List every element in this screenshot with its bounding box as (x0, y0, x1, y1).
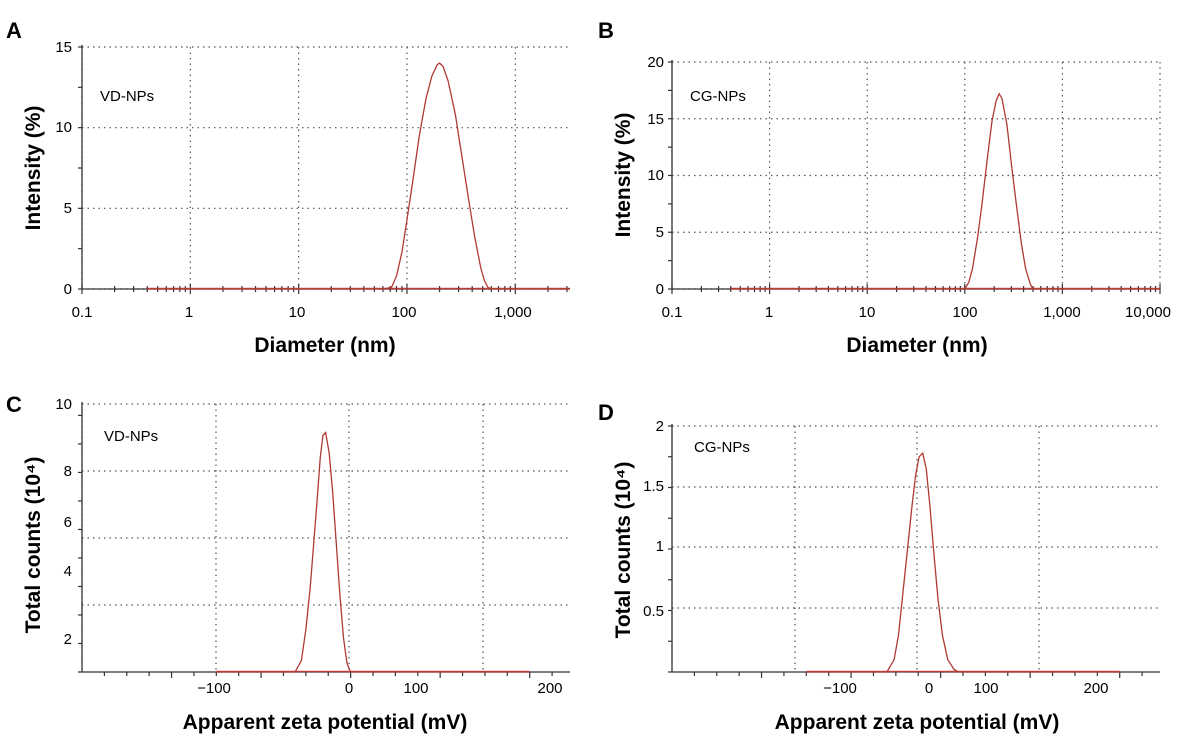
distribution-curve-d (806, 451, 1120, 673)
y-tick-label: 0.5 (643, 603, 664, 620)
x-tick-label: 1 (765, 304, 773, 321)
panel-label-a: A (6, 18, 22, 43)
plot-area-a (78, 45, 570, 294)
x-axis-title-b: Diameter (nm) (846, 334, 987, 357)
y-axis-title-c: Total counts (10⁴) (22, 457, 45, 634)
x-tick-label: 10 (859, 304, 876, 321)
y-tick-label: 10 (55, 119, 72, 136)
sample-label-b: CG-NPs (690, 88, 746, 105)
y-tick-label: 0 (64, 281, 72, 298)
y-tick-label: 0 (656, 281, 664, 298)
x-tick-label: 0.1 (662, 304, 683, 321)
x-tick-label: 1 (185, 304, 193, 321)
y-tick-label: 2 (64, 631, 72, 648)
y-tick-label: 8 (64, 463, 72, 480)
x-tick-label: 0 (345, 680, 353, 697)
panel-label-b: B (598, 18, 614, 43)
y-axis-title-b: Intensity (%) (612, 113, 635, 238)
distribution-curve-a (147, 62, 570, 290)
y-axis-title-d: Total counts (10⁴) (612, 462, 635, 639)
y-tick-labels-a: 0 5 10 15 (55, 39, 72, 298)
y-tick-label: 1.5 (643, 478, 664, 495)
x-tick-labels-c: −100 0 100 200 (197, 680, 562, 697)
panel-d: D CG-NPs Apparent zeta potential (mV) To… (598, 400, 1160, 734)
x-tick-label: −100 (823, 680, 857, 697)
y-tick-label: 5 (656, 224, 664, 241)
x-tick-label: 200 (1083, 680, 1108, 697)
distribution-curve-b (730, 92, 1160, 290)
y-tick-labels-d: 0.5 1 1.5 2 (643, 418, 664, 620)
y-tick-labels-b: 0 5 10 15 20 (647, 54, 664, 298)
x-axis-title-d: Apparent zeta potential (mV) (775, 711, 1060, 734)
y-tick-labels-c: 2 4 6 8 10 (55, 396, 72, 648)
x-tick-label: 10,000 (1125, 304, 1171, 321)
plot-area-c (78, 402, 570, 678)
y-tick-label: 1 (656, 538, 664, 555)
x-tick-label: 1,000 (494, 304, 532, 321)
x-tick-labels-d: −100 0 100 200 (823, 680, 1108, 697)
x-tick-label: 0.1 (72, 304, 93, 321)
y-axis-title-a: Intensity (%) (22, 106, 45, 231)
plot-area-d (668, 424, 1160, 678)
x-tick-label: −100 (197, 680, 231, 697)
panel-label-d: D (598, 400, 614, 425)
y-tick-label: 4 (64, 563, 72, 580)
y-tick-label: 2 (656, 418, 664, 435)
panel-c: C VD-NPs Apparent zeta potential (mV) To… (6, 392, 570, 734)
x-tick-label: 100 (391, 304, 416, 321)
x-tick-labels-a: 0.1 1 10 100 1,000 (72, 304, 532, 321)
y-tick-label: 10 (647, 167, 664, 184)
plot-area-b (668, 60, 1161, 294)
sample-label-c: VD-NPs (104, 428, 158, 445)
x-axis-title-a: Diameter (nm) (254, 334, 395, 357)
y-tick-label: 10 (55, 396, 72, 413)
y-tick-label: 6 (64, 514, 72, 531)
y-tick-label: 15 (55, 39, 72, 56)
panel-a: A VD-NPs Diameter (nm) Intensity (%) 0.1… (6, 18, 570, 357)
sample-label-d: CG-NPs (694, 439, 750, 456)
x-tick-label: 100 (973, 680, 998, 697)
y-tick-label: 15 (647, 111, 664, 128)
x-tick-label: 100 (403, 680, 428, 697)
x-tick-label: 0 (925, 680, 933, 697)
x-tick-label: 1,000 (1043, 304, 1081, 321)
x-axis-title-c: Apparent zeta potential (mV) (183, 711, 468, 734)
x-tick-label: 100 (952, 304, 977, 321)
panel-label-c: C (6, 392, 22, 417)
sample-label-a: VD-NPs (100, 88, 154, 105)
y-tick-label: 5 (64, 200, 72, 217)
x-tick-label: 200 (537, 680, 562, 697)
y-tick-label: 20 (647, 54, 664, 71)
distribution-curve-c (216, 431, 530, 673)
x-tick-labels-b: 0.1 1 10 100 1,000 10,000 (662, 304, 1171, 321)
x-tick-label: 10 (289, 304, 306, 321)
panel-b: B CG-NPs Diameter (nm) Intensity (%) 0.1… (598, 18, 1171, 357)
